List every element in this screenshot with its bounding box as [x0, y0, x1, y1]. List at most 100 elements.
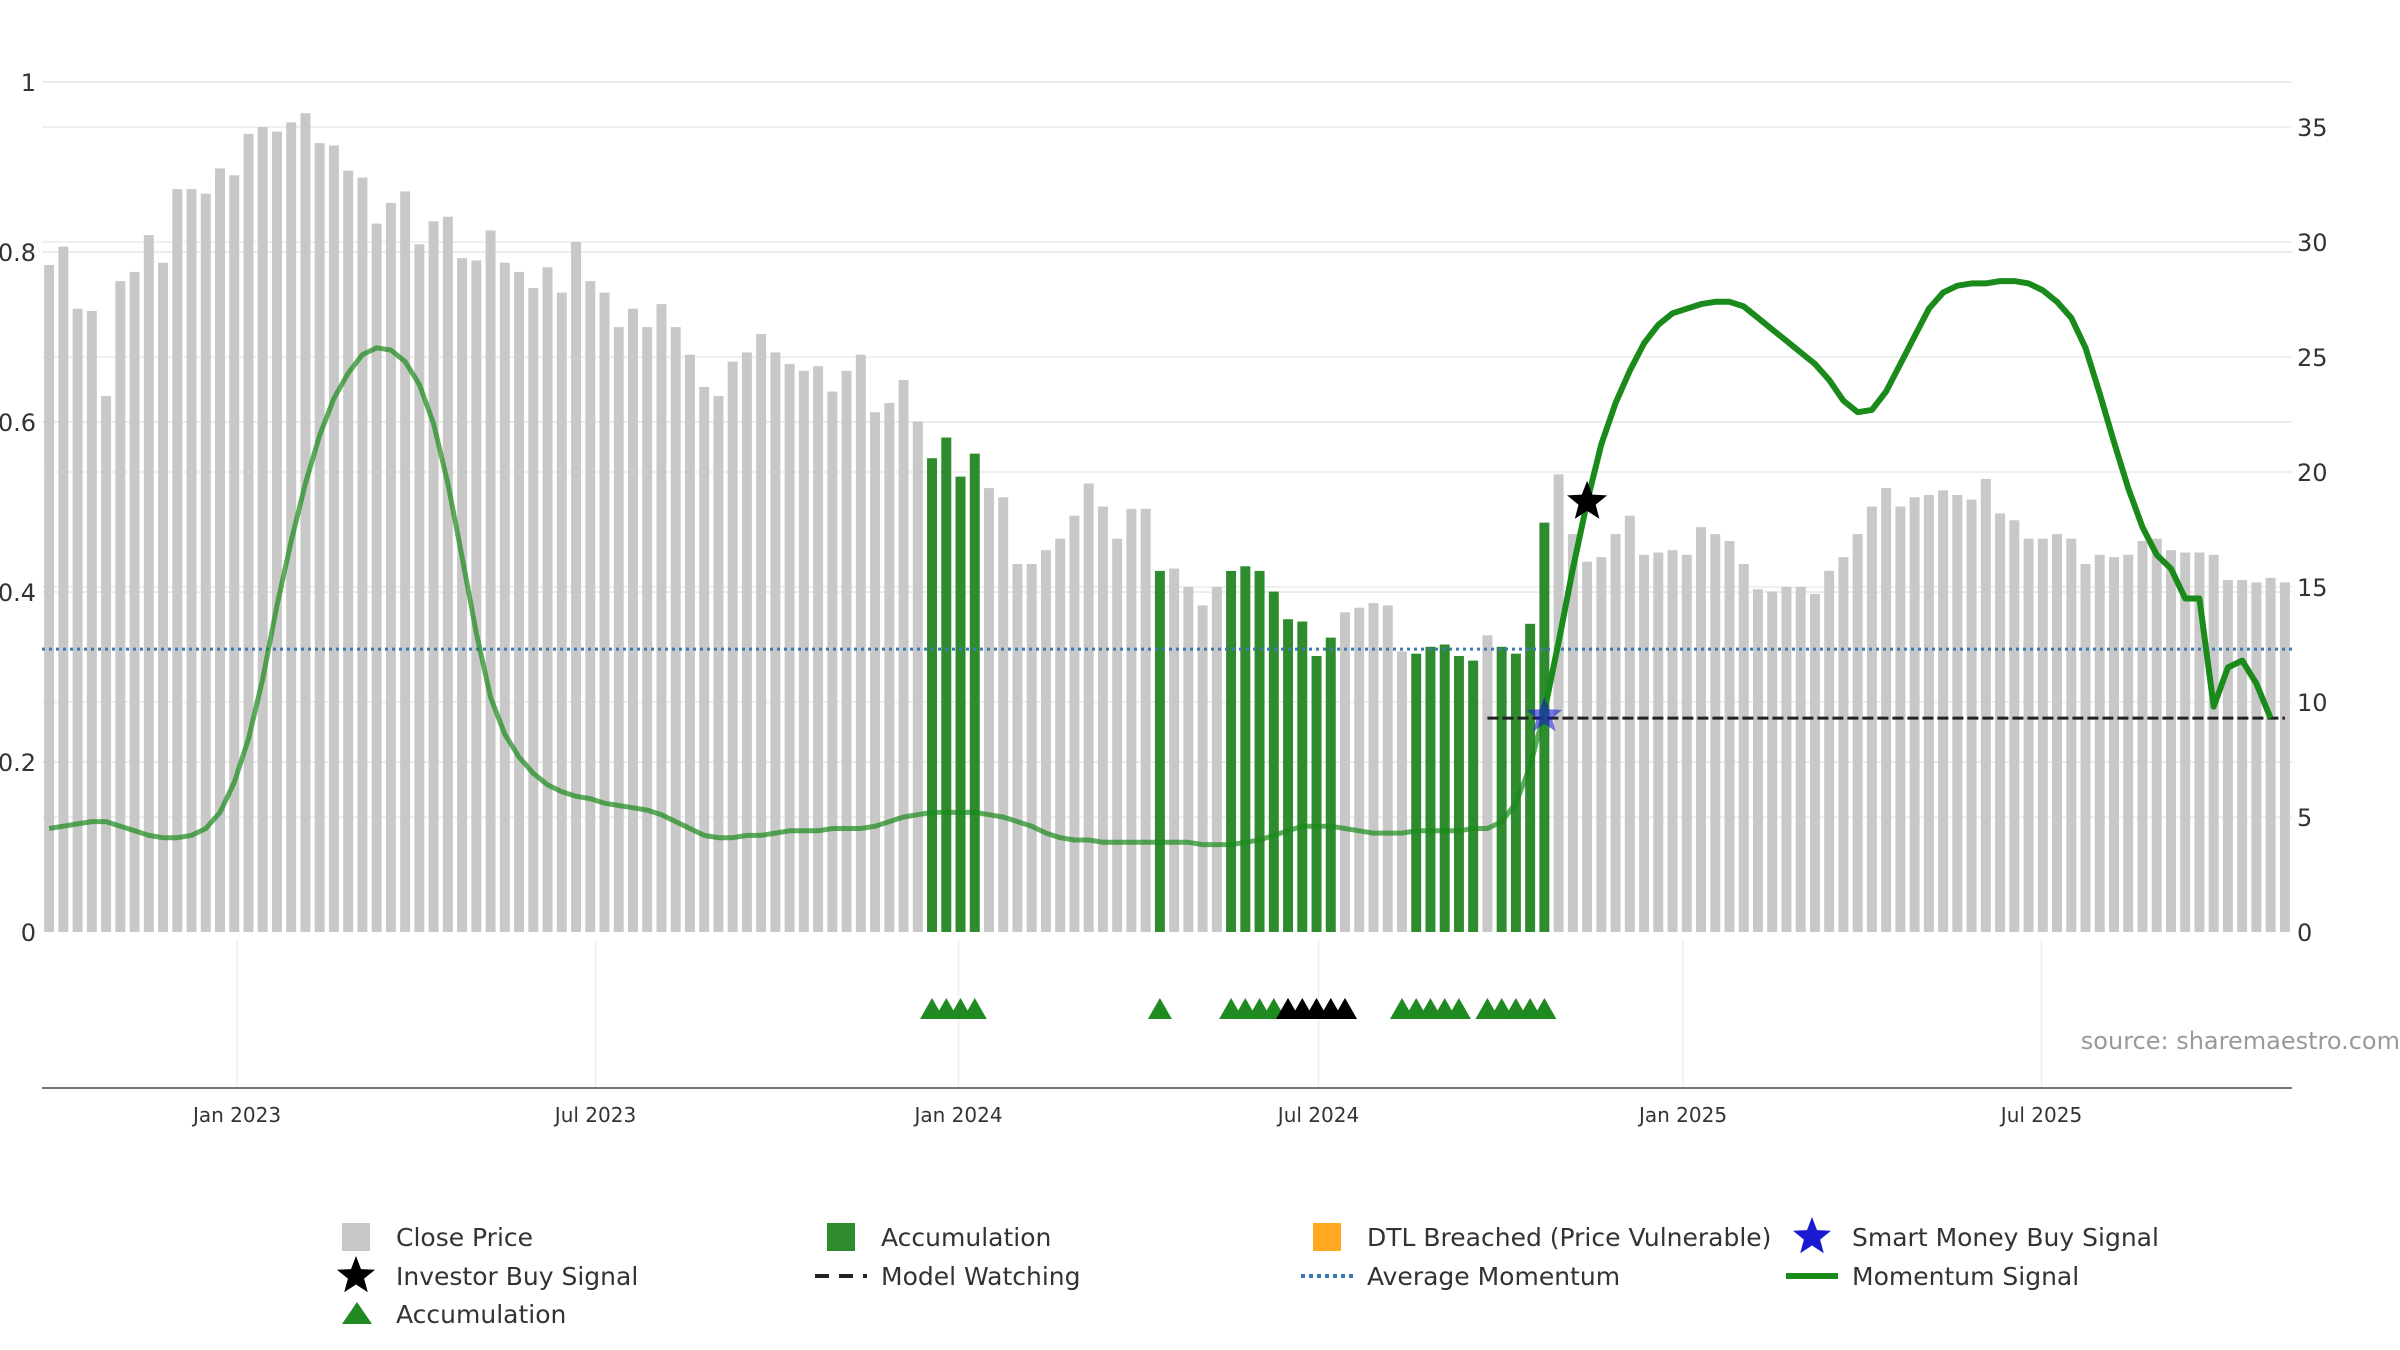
close-price-bar [756, 334, 767, 932]
accumulation-bar [1525, 623, 1536, 932]
close-price-bar [428, 221, 439, 933]
x-axis: Jan 2023 Jul 2023 Jan 2024 Jul 2024 Jan 2025… [191, 1103, 2082, 1127]
legend-item: Accumulation [342, 1300, 566, 1329]
close-price-bar [1553, 474, 1564, 932]
close-price-bar [884, 403, 895, 932]
close-price-bar [143, 235, 154, 933]
close-price-bar [1852, 534, 1863, 932]
close-price-bar [215, 168, 225, 932]
x-tick-label: Jul 2025 [1999, 1103, 2082, 1127]
close-price-bar [1140, 508, 1151, 932]
close-price-bar [2151, 538, 2162, 932]
right-y-axis: 0 5 10 15 20 25 30 35 [2297, 114, 2328, 947]
close-price-bar [44, 265, 55, 932]
star-blue-icon [1793, 1217, 1831, 1254]
close-price-bar [471, 260, 482, 932]
x-tick-label: Jul 2023 [553, 1103, 636, 1127]
close-price-bar [286, 122, 297, 932]
close-price-bar [1582, 561, 1593, 932]
investor-buy-star-icon [1567, 480, 1608, 519]
close-price-bar [1567, 534, 1578, 932]
close-price-bar [2037, 538, 2048, 932]
close-price-bar [328, 145, 339, 932]
close-price-bar [1753, 589, 1763, 932]
accumulation-bar [941, 437, 952, 932]
lower-panel [42, 940, 2292, 1089]
close-price-bar [2279, 582, 2290, 932]
close-price-bar [2123, 554, 2134, 932]
accumulation-triangle-icon [1446, 998, 1471, 1019]
legend-item: Investor Buy Signal [337, 1256, 638, 1293]
close-price-bar [813, 366, 824, 932]
close-price-bar [1482, 635, 1493, 932]
right-y-tick-label: 20 [2297, 459, 2328, 487]
accumulation-bar [1468, 660, 1479, 932]
close-price-bar [1966, 499, 1977, 932]
close-price-bar [855, 354, 866, 932]
close-price-bar [556, 292, 567, 933]
close-price-bar [1183, 587, 1194, 932]
legend-label: Accumulation [396, 1300, 566, 1329]
close-price-bar [1838, 557, 1849, 932]
accumulation-bar [1439, 644, 1450, 932]
momentum-line [1541, 278, 2274, 720]
legend-label: Close Price [396, 1223, 533, 1252]
x-tick-label: Jul 2024 [1276, 1103, 1359, 1127]
close-price-bar [613, 327, 624, 933]
close-price-bar [200, 193, 211, 932]
close-price-bar [271, 131, 282, 933]
close-price-bar [1055, 538, 1066, 932]
close-price-bar [1767, 591, 1778, 932]
close-price-bar [827, 391, 838, 932]
close-price-bar [414, 244, 425, 933]
legend-label: Momentum Signal [1852, 1262, 2079, 1291]
accumulation-bar [1496, 646, 1507, 932]
x-tick-label: Jan 2025 [1637, 1103, 1727, 1127]
close-price-bar [1952, 495, 1963, 932]
close-price-bar [1781, 587, 1792, 932]
close-price-bar [1340, 612, 1350, 932]
close-price-bar [1710, 534, 1721, 932]
close-price-bar [571, 242, 581, 932]
star-black-icon [337, 1256, 375, 1293]
close-price-bar [186, 189, 197, 933]
accumulation-bar [1240, 566, 1251, 932]
right-y-tick-label: 15 [2297, 574, 2328, 602]
close-price-bar [58, 246, 69, 933]
close-price-bar [2023, 538, 2034, 932]
legend-label: Smart Money Buy Signal [1852, 1223, 2159, 1252]
left-y-tick-label: 0.2 [0, 749, 36, 777]
close-price-bar [870, 412, 881, 932]
close-price-bar [1795, 587, 1806, 932]
close-price-bar [2194, 552, 2205, 932]
accumulation-bar [1425, 646, 1436, 932]
close-price-bar [1667, 550, 1678, 932]
legend-label: Average Momentum [1367, 1262, 1620, 1291]
close-price-bar [727, 361, 738, 933]
close-price-bar [485, 230, 496, 932]
close-price-bar [229, 175, 240, 933]
accumulation-bar [1453, 656, 1464, 932]
left-y-axis: 0 0.2 0.4 0.6 0.8 1 [0, 69, 36, 947]
close-price-bar [998, 497, 1009, 932]
legend-item: Close Price [342, 1223, 533, 1252]
close-price-bar [656, 304, 667, 933]
signal-stars [1526, 480, 1608, 732]
legend-label: Investor Buy Signal [396, 1262, 638, 1291]
price-bars [44, 113, 2290, 933]
close-price-bar [1610, 534, 1621, 932]
close-price-bar [642, 327, 653, 933]
close-price-bar [1824, 570, 1835, 932]
close-price-bar [1938, 490, 1949, 932]
close-price-bar [542, 267, 553, 932]
legend-item: Average Momentum [1301, 1262, 1620, 1291]
momentum-line-faded [48, 345, 1547, 848]
close-price-bar [770, 352, 781, 932]
accumulation-bar [1510, 653, 1521, 932]
close-price-bar [86, 311, 97, 932]
left-y-tick-label: 0.8 [0, 239, 36, 267]
right-y-tick-label: 25 [2297, 344, 2328, 372]
close-price-bar [1112, 538, 1123, 932]
close-price-bar [371, 223, 382, 933]
